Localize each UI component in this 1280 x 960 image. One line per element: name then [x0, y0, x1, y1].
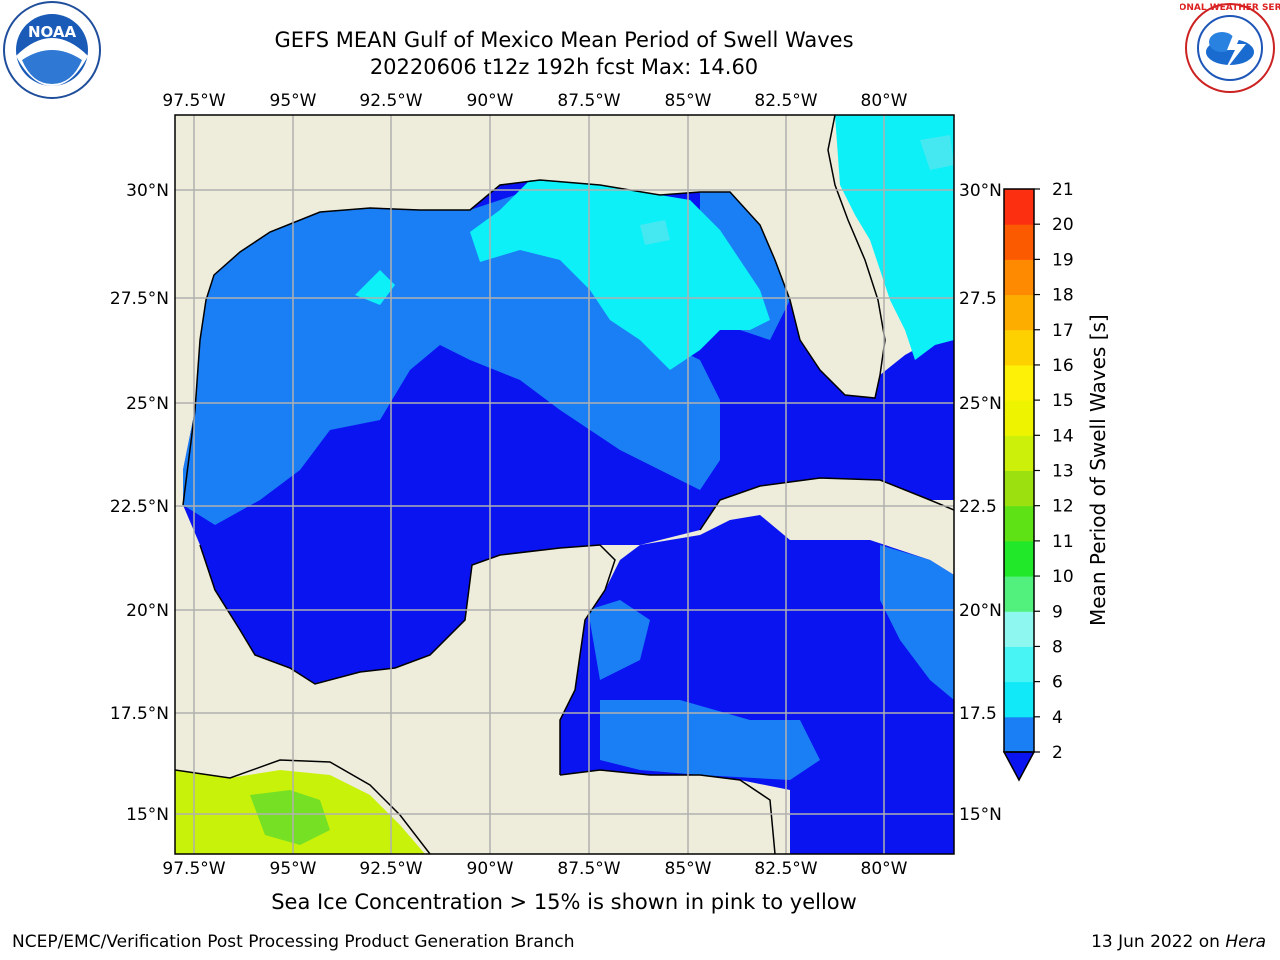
- sea-ice-note: Sea Ice Concentration > 15% is shown in …: [271, 890, 857, 914]
- colorbar-bin: [1004, 435, 1034, 471]
- colorbar-tick-label: 11: [1052, 532, 1074, 552]
- lat-tick-label-left: 22.5°N: [110, 497, 169, 517]
- coastline-gulf: [182, 179, 881, 506]
- lon-tick-label-bottom: 82.5°W: [754, 859, 817, 879]
- lon-tick-label-top: 80°W: [861, 91, 908, 111]
- colorbar-bin: [1004, 294, 1034, 331]
- caribbean-mid-south: [600, 700, 820, 780]
- colorbar-label: Mean Period of Swell Waves [s]: [1086, 314, 1110, 626]
- map-title: GEFS MEAN Gulf of Mexico Mean Period of …: [274, 28, 854, 52]
- map-frame: [174, 114, 955, 855]
- axis-tick-labels: 97.5°W 97.5°W 95°W 95°W 92.5°W 92.5°W 90°W 90°W…: [110, 91, 1002, 879]
- colorbar-bin: [1004, 364, 1034, 401]
- lon-tick-label-bottom: 80°W: [861, 859, 908, 879]
- colorbar-tick-label: 4: [1052, 708, 1063, 728]
- colorbar-tick-label: 12: [1052, 497, 1074, 517]
- colorbar-tick-label: 8: [1052, 637, 1063, 657]
- lon-tick-label-bottom: 85°W: [665, 859, 712, 879]
- lon-tick-label-top: 92.5°W: [359, 91, 422, 111]
- colorbar-bin: [1004, 189, 1034, 225]
- map-field: [175, 115, 954, 854]
- lat-tick-label-right: 30°N: [959, 181, 1002, 201]
- caribbean-mid-west: [588, 600, 650, 680]
- lon-tick-label-bottom: 90°W: [467, 859, 514, 879]
- lon-tick-label-top: 97.5°W: [162, 91, 225, 111]
- footer-credit: NCEP/EMC/Verification Post Processing Pr…: [12, 932, 575, 952]
- lon-tick-label-top: 85°W: [665, 91, 712, 111]
- gulf-water-mid: [183, 190, 720, 525]
- pacific-water-green: [250, 790, 330, 845]
- lat-tick-label-left: 30°N: [126, 181, 169, 201]
- grid-lines: [175, 115, 954, 854]
- footer-date-text: 13 Jun 2022 on: [1091, 932, 1226, 952]
- colorbar-tick-label: 20: [1052, 215, 1074, 235]
- lat-tick-label-right: 15°N: [959, 805, 1002, 825]
- gulf-light-patch: [355, 270, 395, 305]
- colorbar-bin: [1004, 259, 1034, 296]
- map-subtitle: 20220606 t12z 192h fcst Max: 14.60: [369, 55, 759, 79]
- gulf-pale-patch: [640, 220, 670, 245]
- colorbar-tick-label: 17: [1052, 321, 1074, 341]
- lat-tick-label-right: 25°N: [959, 394, 1002, 414]
- colorbar-bin: [1004, 540, 1034, 577]
- colorbar-tick-label: 19: [1052, 250, 1074, 270]
- colorbar-bin: [1004, 329, 1034, 366]
- colorbar-bin: [1004, 505, 1034, 542]
- colorbar-tick-label: 15: [1052, 391, 1074, 411]
- coastline-central-america: [559, 769, 776, 854]
- lon-tick-label-bottom: 97.5°W: [162, 859, 225, 879]
- colorbar-bin: [1004, 681, 1034, 718]
- colorbar-tick-label: 2: [1052, 743, 1063, 763]
- nws-ring-text: NATIONAL WEATHER SERVICE: [1180, 3, 1280, 13]
- colorbar-bin: [1004, 576, 1034, 612]
- lat-tick-label-left: 15°N: [126, 805, 169, 825]
- colorbar-tick-label: 10: [1052, 567, 1074, 587]
- lon-tick-label-bottom: 92.5°W: [359, 859, 422, 879]
- atlantic-pale-patch: [920, 135, 954, 170]
- colorbar-bin: [1004, 470, 1034, 507]
- lon-tick-label-bottom: 95°W: [270, 859, 317, 879]
- nws-logo: NATIONAL WEATHER SERVICE: [1180, 3, 1280, 93]
- lat-tick-label-left: 25°N: [126, 394, 169, 414]
- lat-tick-label-right: 27.5: [959, 289, 997, 309]
- lat-tick-label-left: 17.5°N: [110, 704, 169, 724]
- noaa-logo: NOAA: [3, 1, 101, 99]
- colorbar-tick-label: 14: [1052, 426, 1074, 446]
- lat-tick-label-right: 22.5: [959, 497, 997, 517]
- colorbar-extend-triangle: [1002, 751, 1036, 782]
- colorbar-bin: [1004, 224, 1034, 260]
- colorbar-bin: [1004, 400, 1034, 436]
- colorbar-tick-label: 16: [1052, 356, 1074, 376]
- svg-text:NOAA: NOAA: [28, 23, 77, 41]
- caribbean-water-mid: [880, 545, 954, 700]
- colorbar-bin: [1004, 716, 1034, 753]
- footer-date: 13 Jun 2022 on Hera: [1091, 932, 1266, 952]
- lon-tick-label-top: 95°W: [270, 91, 317, 111]
- lon-tick-label-top: 90°W: [467, 91, 514, 111]
- lat-tick-label-right: 17.5: [959, 704, 997, 724]
- colorbar: 2 4 6 8 9 10 11 12 13 14 15 16 17 18 19 20 21: [1002, 180, 1074, 782]
- colorbar-bin: [1004, 646, 1034, 683]
- colorbar-bin: [1004, 611, 1034, 647]
- colorbar-tick-label: 18: [1052, 286, 1074, 306]
- gulf-water-light: [470, 180, 770, 370]
- colorbar-tick-label: 21: [1052, 180, 1074, 200]
- footer-machine: Hera: [1225, 932, 1266, 952]
- colorbar-tick-label: 6: [1052, 673, 1063, 693]
- coastline-pacific: [175, 759, 431, 854]
- lat-tick-label-left: 20°N: [126, 601, 169, 621]
- lon-tick-label-bottom: 87.5°W: [557, 859, 620, 879]
- lon-tick-label-top: 87.5°W: [557, 91, 620, 111]
- lon-tick-label-top: 82.5°W: [754, 91, 817, 111]
- lat-tick-label-right: 20°N: [959, 601, 1002, 621]
- lat-tick-label-left: 27.5°N: [110, 289, 169, 309]
- colorbar-tick-label: 9: [1052, 602, 1063, 622]
- colorbar-tick-label: 13: [1052, 462, 1074, 482]
- coastline-cuba: [699, 477, 954, 531]
